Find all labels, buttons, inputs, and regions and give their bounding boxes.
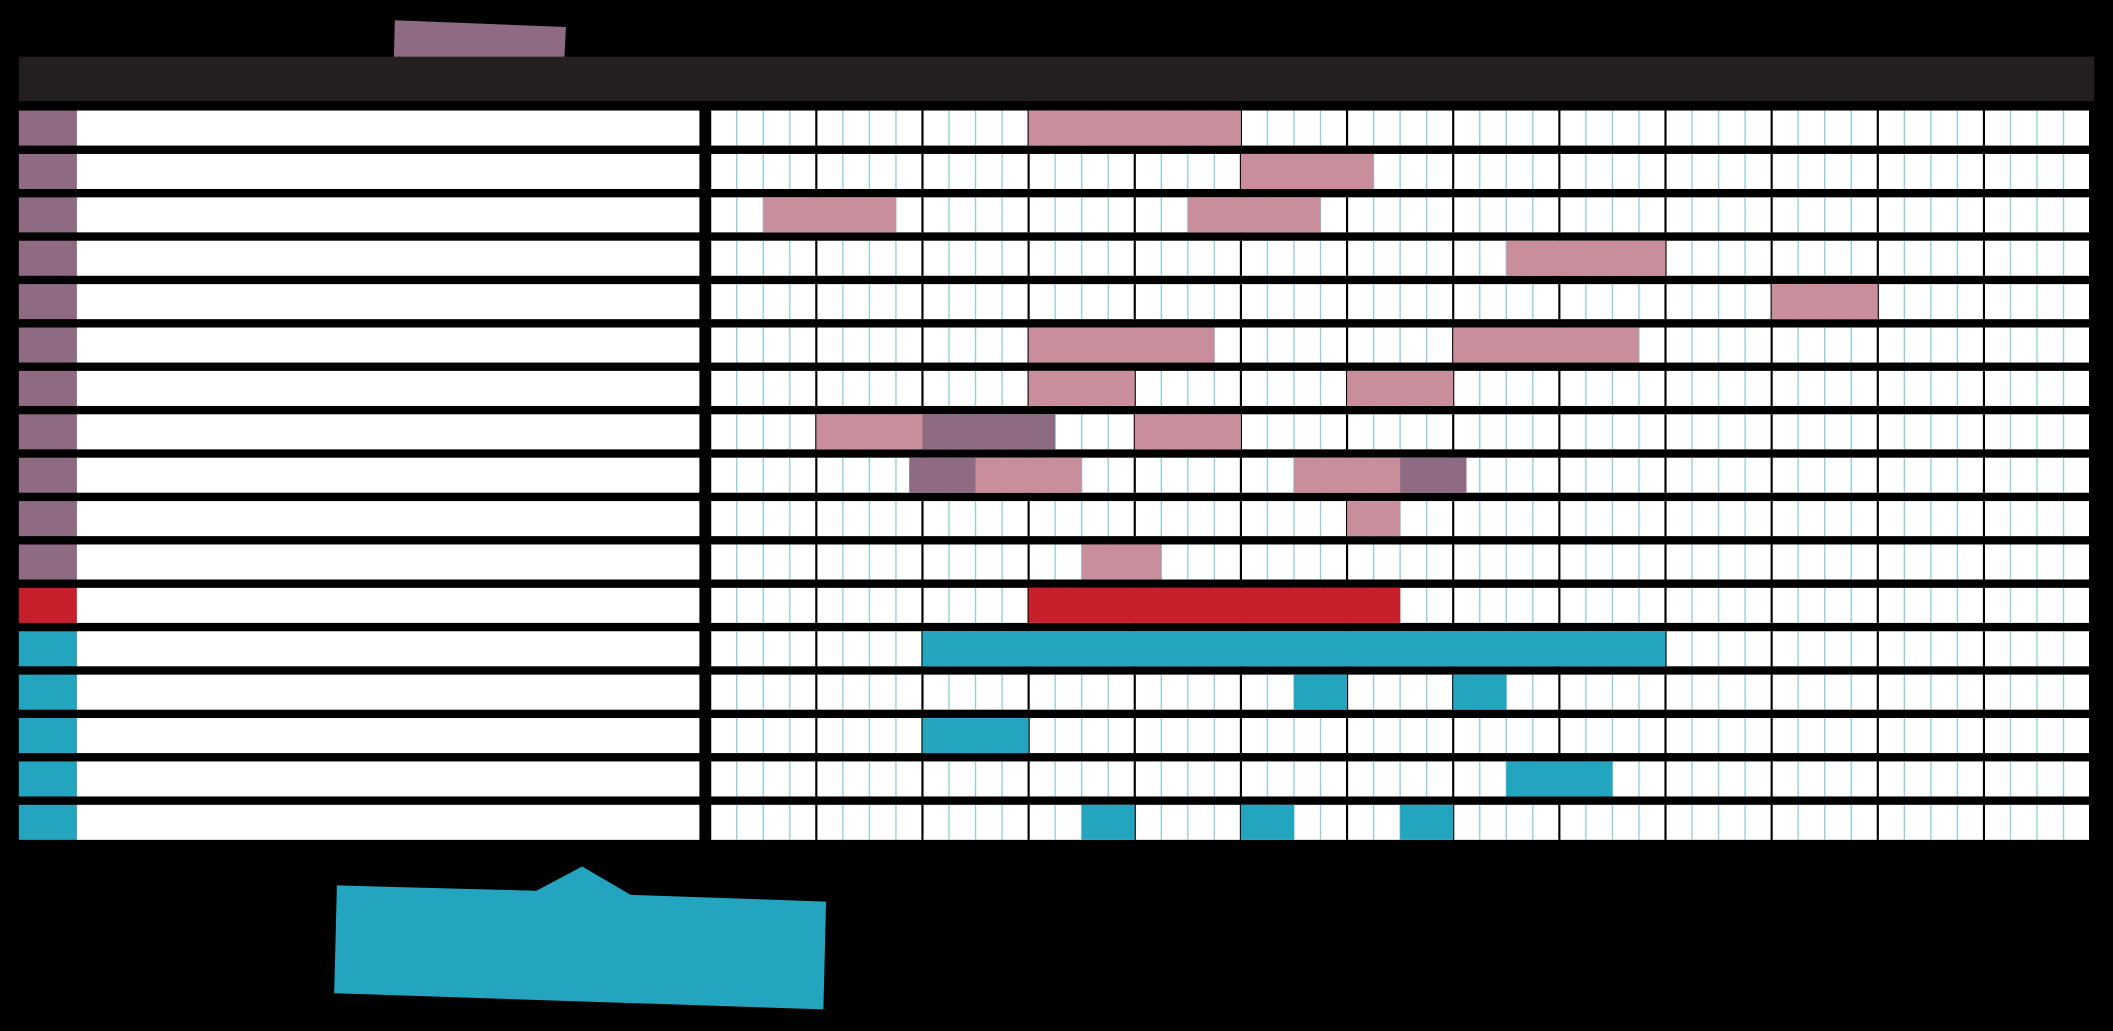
- row-swatch: [18, 804, 77, 840]
- task-bar: [1028, 110, 1241, 146]
- row: [18, 804, 2092, 840]
- row: [18, 327, 2092, 363]
- task-bar: [1453, 327, 1639, 363]
- row-swatch: [18, 631, 77, 667]
- task-bar: [1028, 587, 1401, 623]
- row: [18, 110, 2092, 146]
- row-swatch: [18, 718, 77, 754]
- task-bar: [1081, 804, 1135, 840]
- row-swatch: [18, 197, 77, 233]
- task-bar: [1506, 240, 1666, 276]
- row-label-cell: [76, 457, 700, 493]
- row: [18, 544, 2092, 580]
- task-bar: [1028, 327, 1215, 363]
- row-label-cell: [76, 240, 700, 276]
- task-bar: [1506, 761, 1613, 797]
- row-label-cell: [76, 110, 700, 146]
- row: [18, 370, 2092, 406]
- row-label-cell: [76, 370, 700, 406]
- row-label-cell: [76, 153, 700, 189]
- row-label-cell: [76, 674, 700, 710]
- task-bar: [1081, 544, 1162, 580]
- row-label-cell: [76, 761, 700, 797]
- row-label-cell: [76, 718, 700, 754]
- row-swatch: [18, 370, 77, 406]
- row-swatch: [18, 544, 77, 580]
- task-bar: [1771, 284, 1878, 320]
- task-bar: [1134, 414, 1241, 450]
- row-label-cell: [76, 804, 700, 840]
- task-bar: [1028, 370, 1135, 406]
- row-swatch: [18, 110, 77, 146]
- row: [18, 284, 2092, 320]
- row-label-cell: [76, 197, 700, 233]
- row-swatch: [18, 587, 77, 623]
- task-bar: [763, 197, 896, 233]
- task-bar: [922, 414, 1056, 450]
- task-bar: [1347, 501, 1401, 537]
- row: [18, 587, 2092, 623]
- task-bar: [1347, 370, 1454, 406]
- row: [18, 197, 2092, 233]
- row: [18, 501, 2092, 537]
- task-bar: [1293, 674, 1348, 710]
- row: [18, 631, 2092, 667]
- row: [18, 718, 2092, 754]
- row-label-cell: [76, 544, 700, 580]
- task-bar: [816, 414, 923, 450]
- task-bar: [975, 457, 1082, 493]
- task-bar: [1240, 804, 1294, 840]
- task-bar: [1240, 153, 1374, 189]
- row: [18, 674, 2092, 710]
- row: [18, 153, 2092, 189]
- task-bar: [922, 631, 1666, 667]
- row-swatch: [18, 327, 77, 363]
- row: [18, 240, 2092, 276]
- row-label-cell: [76, 414, 700, 450]
- row-label-cell: [76, 284, 700, 320]
- task-bar: [1293, 457, 1401, 493]
- row-label-cell: [76, 631, 700, 667]
- row-swatch: [18, 414, 77, 450]
- task-bar: [922, 718, 1029, 754]
- row: [18, 761, 2092, 797]
- row-swatch: [18, 153, 77, 189]
- rows: [18, 110, 2092, 840]
- task-bar: [1453, 674, 1507, 710]
- row-label-cell: [76, 327, 700, 363]
- row-swatch: [18, 674, 77, 710]
- row-label-cell: [76, 587, 700, 623]
- row-swatch: [18, 240, 77, 276]
- header-bar: [18, 56, 2095, 102]
- row-swatch: [18, 457, 77, 493]
- task-bar: [1400, 457, 1467, 493]
- row: [18, 414, 2092, 450]
- row-swatch: [18, 284, 77, 320]
- task-bar: [1187, 197, 1321, 233]
- row-swatch: [18, 761, 77, 797]
- row-label-cell: [76, 501, 700, 537]
- row-swatch: [18, 501, 77, 537]
- row: [18, 457, 2092, 493]
- task-bar: [1400, 804, 1454, 840]
- task-bar: [909, 457, 976, 493]
- callout: [334, 866, 827, 1010]
